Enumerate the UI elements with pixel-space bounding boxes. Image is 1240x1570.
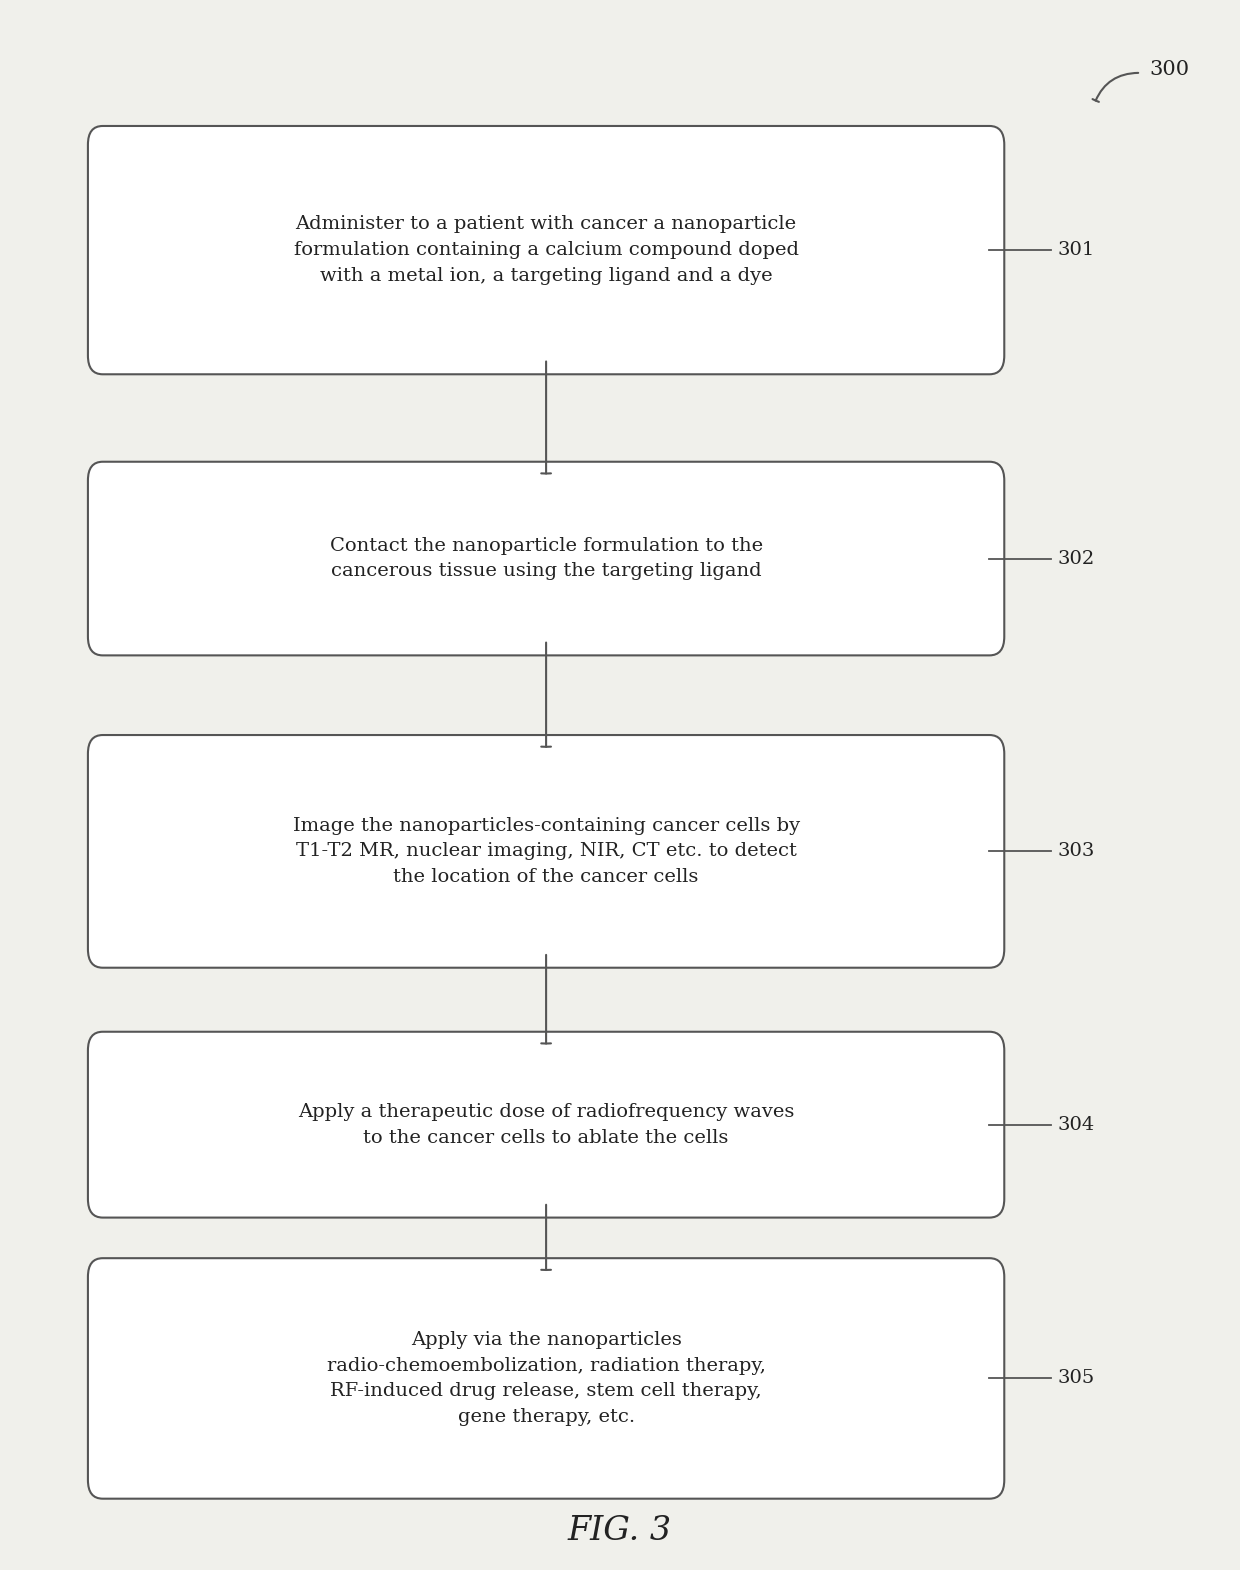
Text: 301: 301 <box>1058 242 1095 259</box>
FancyBboxPatch shape <box>88 462 1004 655</box>
Text: Apply a therapeutic dose of radiofrequency waves
to the cancer cells to ablate t: Apply a therapeutic dose of radiofrequen… <box>298 1102 795 1146</box>
Text: Image the nanoparticles-containing cancer cells by
T1-T2 MR, nuclear imaging, NI: Image the nanoparticles-containing cance… <box>293 816 800 885</box>
Text: Administer to a patient with cancer a nanoparticle
formulation containing a calc: Administer to a patient with cancer a na… <box>294 215 799 284</box>
Text: Apply via the nanoparticles
radio-chemoembolization, radiation therapy,
RF-induc: Apply via the nanoparticles radio-chemoe… <box>326 1331 765 1426</box>
Text: 300: 300 <box>1149 60 1189 78</box>
FancyBboxPatch shape <box>88 1258 1004 1499</box>
Text: 302: 302 <box>1058 550 1095 568</box>
Text: 304: 304 <box>1058 1116 1095 1134</box>
Text: FIG. 3: FIG. 3 <box>568 1515 672 1548</box>
FancyBboxPatch shape <box>88 126 1004 374</box>
FancyBboxPatch shape <box>88 1031 1004 1218</box>
Text: Contact the nanoparticle formulation to the
cancerous tissue using the targeting: Contact the nanoparticle formulation to … <box>330 537 763 581</box>
FancyBboxPatch shape <box>88 735 1004 967</box>
Text: 305: 305 <box>1058 1369 1095 1388</box>
Text: 303: 303 <box>1058 843 1095 860</box>
